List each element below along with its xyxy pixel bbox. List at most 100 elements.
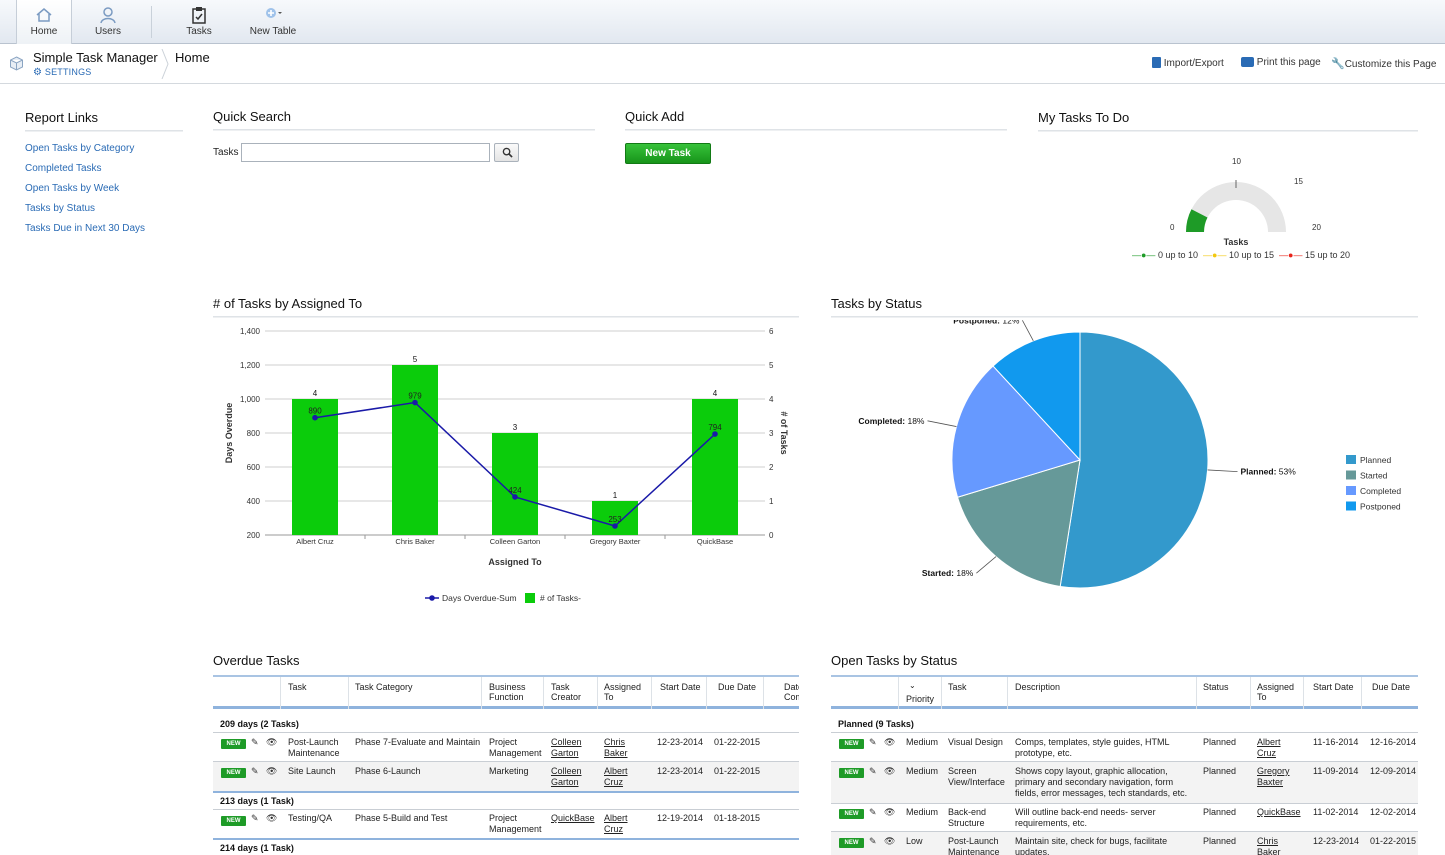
pencil-icon[interactable]: ✎	[251, 766, 259, 776]
report-link-open-by-category[interactable]: Open Tasks by Category	[25, 143, 135, 154]
customize-label: Customize this Page	[1344, 59, 1437, 70]
gauge-tick-20: 20	[1312, 223, 1321, 232]
new-task-button[interactable]: New Task	[625, 143, 711, 164]
cell-assigned[interactable]: Albert Cruz	[1257, 737, 1281, 758]
gear-icon: ⚙	[33, 67, 43, 78]
gauge-tick-10: 10	[1232, 157, 1241, 166]
search-input[interactable]	[241, 143, 490, 162]
y-tick-label: 1,200	[240, 361, 261, 370]
col-status[interactable]: Status	[1203, 682, 1229, 692]
overdue-header: Task Task Category Business Function Tas…	[213, 677, 799, 709]
legend-swatch	[1346, 470, 1356, 480]
customize-link[interactable]: 🔧Customize this Page	[1331, 57, 1436, 70]
line-value-label: 890	[308, 407, 322, 416]
col-task[interactable]: Task	[948, 682, 967, 692]
cell-assigned[interactable]: Albert Cruz	[604, 766, 628, 787]
pie-slice-percent: 18%	[905, 416, 925, 426]
legend-swatch	[1346, 486, 1356, 495]
legend-line-marker	[429, 595, 435, 601]
eye-icon[interactable]: 👁	[884, 807, 896, 817]
col-assigned-to[interactable]: Assigned To	[1257, 682, 1295, 702]
eye-icon[interactable]: 👁	[884, 836, 896, 846]
report-link-due-30-days[interactable]: Tasks Due in Next 30 Days	[25, 223, 146, 234]
cell-priority: Low	[906, 836, 923, 846]
gauge-tick-0: 0	[1170, 223, 1175, 232]
cell-task: Back-end Structure	[948, 807, 987, 828]
col-start-date[interactable]: Start Date	[660, 682, 701, 692]
import-export-link[interactable]: Import/Export	[1152, 57, 1224, 69]
cell-start: 12-23-2014	[1313, 836, 1360, 846]
col-assigned-to[interactable]: Assigned To	[604, 682, 642, 702]
eye-icon[interactable]: 👁	[884, 737, 896, 747]
cell-creator[interactable]: Colleen Garton	[551, 737, 582, 758]
bar-value-label: 1	[613, 491, 618, 500]
col-task[interactable]: Task	[288, 682, 307, 692]
report-link-by-status[interactable]: Tasks by Status	[25, 203, 96, 214]
nav-home-label: Home	[30, 26, 58, 37]
cell-due: 01-22-2015	[714, 766, 761, 776]
bar	[492, 433, 538, 535]
col-task-creator[interactable]: Task Creator	[551, 682, 582, 702]
nav-tasks[interactable]: Tasks	[171, 0, 227, 44]
eye-icon[interactable]: 👁	[266, 766, 278, 776]
eye-icon[interactable]: 👁	[266, 737, 278, 747]
import-export-label: Import/Export	[1163, 58, 1224, 69]
col-task-category[interactable]: Task Category	[355, 682, 413, 692]
cell-assigned[interactable]: Chris Baker	[604, 737, 628, 758]
sort-down-icon[interactable]: ⌄	[909, 681, 916, 690]
col-description[interactable]: Description	[1015, 682, 1061, 692]
eye-icon[interactable]: 👁	[884, 766, 896, 776]
nav-home[interactable]: Home	[16, 0, 72, 50]
open-by-status-table: ⌄ Priority Task Description Status Assig…	[831, 675, 1418, 855]
x-tick-label: QuickBase	[697, 537, 733, 546]
y2-axis-label: # of Tasks	[779, 411, 789, 454]
legend-label: Completed	[1360, 486, 1401, 496]
cell-assigned[interactable]: Albert Cruz	[604, 813, 628, 834]
pencil-icon[interactable]: ✎	[869, 836, 877, 846]
nav-new-table[interactable]: New Table	[244, 0, 302, 44]
pencil-icon[interactable]: ✎	[251, 813, 259, 823]
home-icon	[36, 8, 52, 22]
cell-function: Project Management	[489, 813, 542, 834]
cell-assigned[interactable]: Chris Baker	[1257, 836, 1281, 855]
print-link[interactable]: Print this page	[1241, 57, 1321, 68]
col-date-completed[interactable]: Date Compl	[784, 682, 799, 702]
cell-creator[interactable]: Colleen Garton	[551, 766, 582, 787]
bar	[692, 399, 738, 535]
col-priority[interactable]: Priority	[906, 694, 935, 704]
cell-creator[interactable]: QuickBase	[551, 813, 595, 823]
search-button[interactable]	[494, 143, 519, 162]
eye-icon[interactable]: 👁	[266, 813, 278, 823]
pencil-icon[interactable]: ✎	[251, 737, 259, 747]
print-label: Print this page	[1256, 57, 1321, 68]
bar	[392, 365, 438, 535]
nav-new-table-label: New Table	[249, 26, 297, 37]
report-link-open-by-week[interactable]: Open Tasks by Week	[25, 183, 120, 194]
cell-task: Visual Design	[948, 737, 1003, 747]
settings-link[interactable]: ⚙ SETTINGS	[33, 67, 91, 78]
tasks-gauge: 0 10 15 20 Tasks	[1170, 157, 1321, 247]
printer-icon	[1241, 57, 1254, 67]
x-axis-label: Assigned To	[488, 557, 542, 567]
cell-assigned[interactable]: Gregory Baxter	[1257, 766, 1290, 787]
cell-due: 12-09-2014	[1370, 766, 1417, 776]
pie-slice-label: Completed: 18%	[858, 416, 925, 426]
nav-users[interactable]: Users	[80, 0, 136, 44]
gauge-track	[1186, 182, 1286, 232]
line-value-label: 979	[408, 392, 422, 401]
y-tick-label: 800	[247, 429, 261, 438]
app-name[interactable]: Simple Task Manager	[33, 50, 158, 65]
overdue-title: Overdue Tasks	[213, 653, 300, 668]
pencil-icon[interactable]: ✎	[869, 737, 877, 747]
report-link-completed[interactable]: Completed Tasks	[25, 163, 102, 174]
col-due-date[interactable]: Due Date	[1372, 682, 1411, 692]
cell-assigned[interactable]: QuickBase	[1257, 807, 1301, 817]
quick-add-title: Quick Add	[625, 109, 685, 124]
y2-tick-label: 4	[769, 395, 774, 404]
col-business-function[interactable]: Business Function	[489, 682, 526, 702]
col-start-date[interactable]: Start Date	[1313, 682, 1354, 692]
col-due-date[interactable]: Due Date	[718, 682, 757, 692]
pencil-icon[interactable]: ✎	[869, 807, 877, 817]
pencil-icon[interactable]: ✎	[869, 766, 877, 776]
cell-task: Testing/QA	[288, 813, 333, 823]
